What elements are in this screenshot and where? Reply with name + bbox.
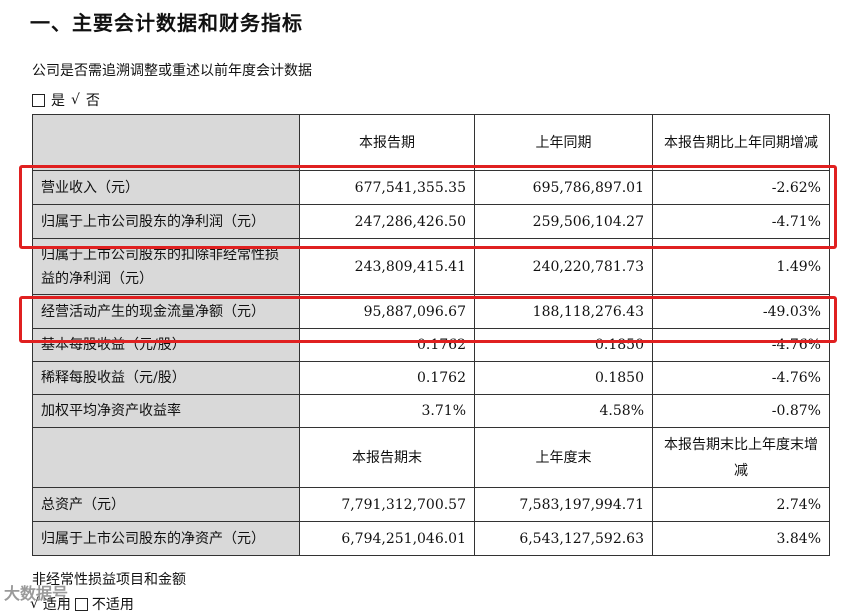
- not-applicable-checkbox[interactable]: [74, 597, 88, 611]
- checkmark-icon: √: [71, 92, 80, 108]
- applicability-choice: √ 适用 不适用: [30, 594, 134, 614]
- header-change: 本报告期比上年同期增减: [652, 114, 830, 171]
- table-row: 归属于上市公司股东的净利润（元） 247,286,426.50 259,506,…: [32, 204, 830, 239]
- row-label: 基本每股收益（元/股）: [32, 328, 300, 362]
- header-current-period: 本报告期: [299, 114, 475, 171]
- change-value: 3.84%: [652, 521, 830, 556]
- restatement-choice: 是 √ 否: [32, 90, 100, 110]
- table-row: 营业收入（元） 677,541,355.35 695,786,897.01 -2…: [32, 170, 830, 205]
- no-label: 否: [85, 93, 100, 109]
- table-row: 归属于上市公司股东的净资产（元） 6,794,251,046.01 6,543,…: [32, 521, 830, 556]
- header-prior-period: 上年同期: [474, 114, 653, 171]
- yes-label: 是: [51, 93, 65, 109]
- current-value: 0.1762: [299, 328, 475, 362]
- current-value: 3.71%: [299, 394, 475, 428]
- table-row: 经营活动产生的现金流量净额（元） 95,887,096.67 188,118,2…: [32, 294, 830, 329]
- row-label: 经营活动产生的现金流量净额（元）: [32, 294, 300, 329]
- prior-value: 259,506,104.27: [474, 204, 653, 239]
- row-label: 营业收入（元）: [32, 170, 300, 205]
- checkmark-icon: √: [30, 596, 39, 612]
- prior-value: 695,786,897.01: [474, 170, 653, 205]
- change-value: -4.76%: [652, 328, 830, 362]
- row-label: 归属于上市公司股东的扣除非经常性损益的净利润（元）: [32, 238, 300, 295]
- table-header-row: 本报告期末 上年度末 本报告期末比上年度末增减: [32, 427, 830, 488]
- watermark-logo: 大数据号: [4, 584, 69, 603]
- header-blank-cell: [32, 427, 300, 488]
- row-label: 加权平均净资产收益率: [32, 394, 300, 428]
- prior-value: 7,583,197,994.71: [474, 487, 653, 522]
- restatement-question: 公司是否需追溯调整或重述以前年度会计数据: [32, 63, 312, 79]
- table-row: 总资产（元） 7,791,312,700.57 7,583,197,994.71…: [32, 487, 830, 522]
- not-applicable-label: 不适用: [91, 597, 134, 613]
- current-value: 0.1762: [299, 361, 475, 395]
- financial-data-table: 本报告期 上年同期 本报告期比上年同期增减 营业收入（元） 677,541,35…: [32, 114, 830, 556]
- current-value: 677,541,355.35: [299, 170, 475, 205]
- table-row: 归属于上市公司股东的扣除非经常性损益的净利润（元） 243,809,415.41…: [32, 238, 830, 295]
- header-blank-cell: [32, 114, 300, 171]
- prior-value: 4.58%: [474, 394, 653, 428]
- header-prior-year-end: 上年度末: [474, 427, 653, 488]
- header-period-end: 本报告期末: [299, 427, 475, 488]
- change-value: -49.03%: [652, 294, 830, 329]
- change-value: -4.71%: [652, 204, 830, 239]
- change-value: 1.49%: [652, 238, 830, 295]
- prior-value: 0.1850: [474, 361, 653, 395]
- table-row: 加权平均净资产收益率 3.71% 4.58% -0.87%: [32, 394, 830, 428]
- prior-value: 6,543,127,592.63: [474, 521, 653, 556]
- non-recurring-items-heading: 非经常性损益项目和金额: [32, 572, 186, 588]
- table-row: 稀释每股收益（元/股） 0.1762 0.1850 -4.76%: [32, 361, 830, 395]
- change-value: -0.87%: [652, 394, 830, 428]
- table-row: 基本每股收益（元/股） 0.1762 0.1850 -4.76%: [32, 328, 830, 362]
- prior-value: 0.1850: [474, 328, 653, 362]
- row-label: 总资产（元）: [32, 487, 300, 522]
- header-year-end-change: 本报告期末比上年度末增减: [652, 427, 830, 488]
- current-value: 247,286,426.50: [299, 204, 475, 239]
- row-label: 归属于上市公司股东的净资产（元）: [32, 521, 300, 556]
- table-header-row: 本报告期 上年同期 本报告期比上年同期增减: [32, 114, 830, 171]
- section-heading: 一、主要会计数据和财务指标: [30, 11, 303, 35]
- current-value: 6,794,251,046.01: [299, 521, 475, 556]
- yes-checkbox[interactable]: [32, 93, 45, 107]
- row-label: 归属于上市公司股东的净利润（元）: [32, 204, 300, 239]
- current-value: 7,791,312,700.57: [299, 487, 475, 522]
- change-value: -2.62%: [652, 170, 830, 205]
- change-value: 2.74%: [652, 487, 830, 522]
- current-value: 95,887,096.67: [299, 294, 475, 329]
- current-value: 243,809,415.41: [299, 238, 475, 295]
- row-label: 稀释每股收益（元/股）: [32, 361, 300, 395]
- change-value: -4.76%: [652, 361, 830, 395]
- applicable-label: 适用: [42, 597, 71, 613]
- prior-value: 188,118,276.43: [474, 294, 653, 329]
- prior-value: 240,220,781.73: [474, 238, 653, 295]
